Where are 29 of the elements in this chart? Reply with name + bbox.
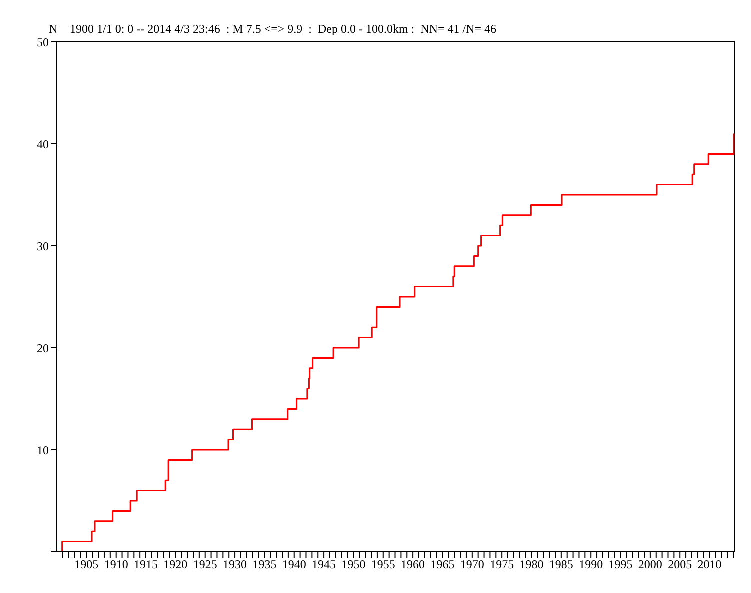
- y-tick-label: 30: [37, 239, 49, 254]
- x-tick-label: 1925: [193, 558, 218, 572]
- x-tick-label: 1920: [164, 558, 188, 572]
- x-tick-label: 1940: [282, 558, 306, 572]
- x-tick-label: 1995: [608, 558, 633, 572]
- y-tick-label: 50: [37, 35, 49, 50]
- x-tick-label: 1910: [104, 558, 128, 572]
- x-tick-label: 1950: [342, 558, 366, 572]
- x-tick-label: 1935: [252, 558, 277, 572]
- y-tick-label: 20: [37, 341, 49, 356]
- x-tick-label: 2010: [698, 558, 722, 572]
- x-tick-label: 2000: [638, 558, 662, 572]
- x-tick-label: 1975: [490, 558, 514, 572]
- y-axis-title: N: [49, 22, 58, 37]
- x-tick-label: 1955: [371, 558, 396, 572]
- x-tick-label: 1990: [579, 558, 604, 572]
- x-tick-label: 2005: [668, 558, 692, 572]
- x-tick-label: 1970: [460, 558, 484, 572]
- x-tick-label: 1985: [549, 558, 574, 572]
- y-tick-label: 40: [37, 137, 49, 152]
- y-tick-label: 10: [37, 443, 49, 458]
- chart-title: 1900 1/1 0: 0 -- 2014 4/3 23:46 : M 7.5 <=> 9.9 : Dep 0.0 - 100.0km : NN= 41 /N= 46: [70, 22, 496, 37]
- x-tick-label: 1960: [401, 558, 426, 572]
- x-tick-label: 1905: [74, 558, 99, 572]
- x-tick-label: 1965: [430, 558, 455, 572]
- x-tick-label: 1945: [312, 558, 336, 572]
- x-tick-label: 1980: [520, 558, 544, 572]
- x-tick-label: 1915: [134, 558, 158, 572]
- x-tick-label: 1930: [223, 558, 248, 572]
